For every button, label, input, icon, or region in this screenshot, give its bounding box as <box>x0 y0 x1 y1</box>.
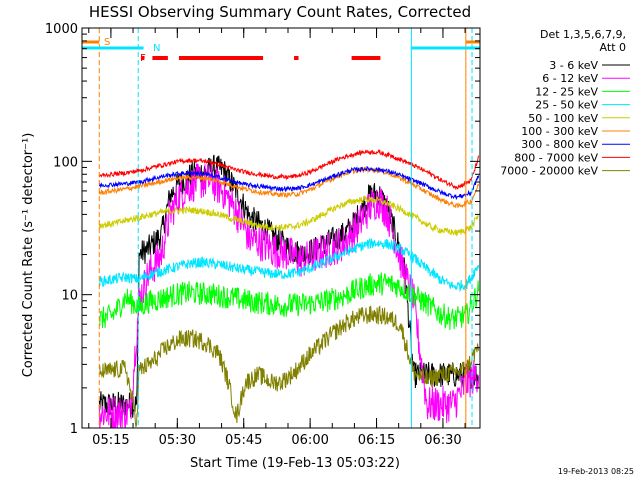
series-line-3 <box>98 238 480 293</box>
y-tick-label: 100 <box>53 155 78 170</box>
flag-s-label: S <box>104 37 110 48</box>
y-tick-label: 1 <box>70 422 78 437</box>
y-tick-label: 1000 <box>45 22 78 37</box>
flag-n-label: N <box>153 43 160 54</box>
series-layer <box>98 148 480 429</box>
x-tick-label: 05:45 <box>225 433 262 448</box>
x-tick-label: 06:15 <box>358 433 395 448</box>
legend-label-7: 800 - 7000 keV <box>514 151 598 164</box>
flag-layer: S NF <box>82 37 480 64</box>
series-line-2 <box>99 272 480 331</box>
x-tick-label: 05:30 <box>159 433 196 448</box>
legend-label-2: 12 - 25 keV <box>535 85 598 98</box>
x-tick-label: 06:30 <box>424 433 461 448</box>
y-tick-label: 10 <box>61 289 78 304</box>
series-line-7 <box>98 148 480 191</box>
series-line-5 <box>98 166 480 209</box>
plot-frame <box>81 27 481 429</box>
x-tick-label: 06:00 <box>291 433 328 448</box>
legend-label-6: 300 - 800 keV <box>521 138 598 151</box>
legend-header-attenuator: Att 0 <box>600 41 626 54</box>
series-line-8 <box>98 305 480 428</box>
legend-header-detectors: Det 1,3,5,6,7,9, <box>540 28 626 41</box>
legend-label-3: 25 - 50 keV <box>535 99 598 112</box>
marker-layer <box>98 28 473 428</box>
x-tick-label: 05:15 <box>92 433 129 448</box>
legend-label-4: 50 - 100 keV <box>528 112 598 125</box>
legend-label-5: 100 - 300 keV <box>521 125 598 138</box>
series-line-4 <box>98 195 479 237</box>
flag-f-label: F <box>140 53 146 64</box>
y-axis-label: Corrected Count Rate (s⁻¹ detector⁻¹) <box>21 133 36 378</box>
legend-label-8: 7000 - 20000 keV <box>500 165 598 178</box>
chart-title: HESSI Observing Summary Count Rates, Cor… <box>89 3 471 21</box>
footer-date: 19-Feb-2013 08:25 <box>558 467 634 476</box>
legend-label-0: 3 - 6 keV <box>549 59 598 72</box>
legend-label-1: 6 - 12 keV <box>542 72 598 85</box>
series-line-6 <box>98 166 480 201</box>
x-axis-label: Start Time (19-Feb-13 05:03:22) <box>190 456 400 471</box>
axis-layer: 1 10 100 1000 05:15 05:30 05:45 06:00 06:15 06:30 <box>45 22 481 448</box>
